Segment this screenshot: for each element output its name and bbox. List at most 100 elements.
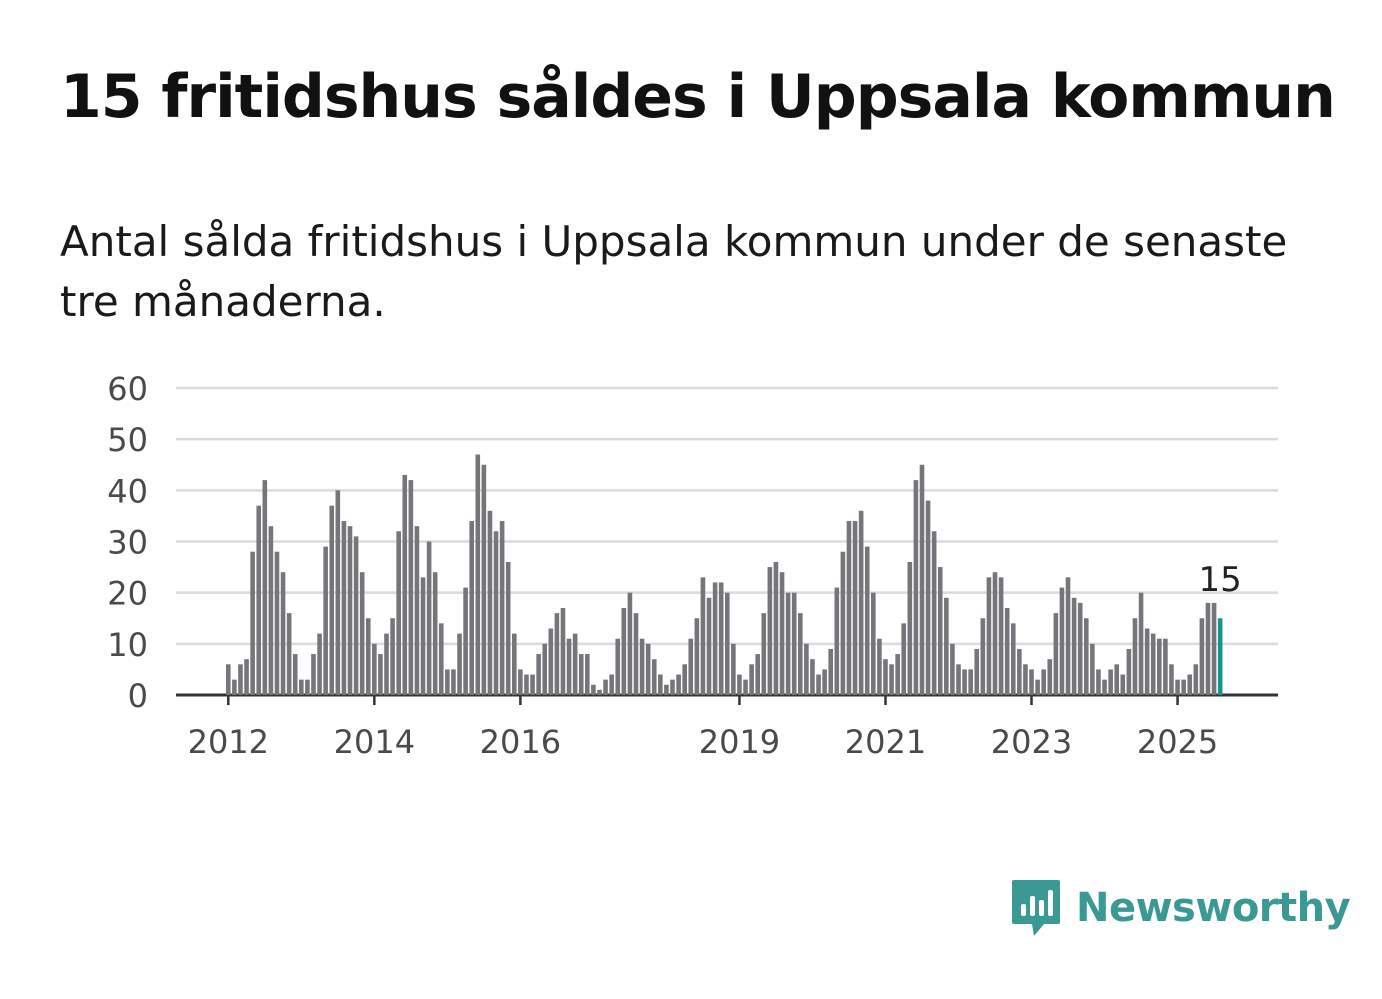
newsworthy-logo-icon <box>1012 880 1060 936</box>
y-tick-label: 0 <box>128 677 148 715</box>
bar <box>980 618 986 695</box>
bar <box>597 689 602 695</box>
y-tick-label: 50 <box>107 421 148 459</box>
x-tick-label: 2019 <box>699 723 780 761</box>
bar <box>1181 679 1186 695</box>
bar <box>1205 602 1211 695</box>
bar <box>1017 648 1022 695</box>
bar <box>292 654 298 695</box>
bar <box>895 654 900 695</box>
bar <box>335 490 341 695</box>
bar <box>901 623 907 695</box>
bar <box>414 526 420 695</box>
bar <box>828 648 834 695</box>
bar <box>311 654 316 695</box>
y-tick-label: 40 <box>107 472 148 510</box>
bar <box>749 664 754 695</box>
bar <box>840 551 846 695</box>
bar <box>609 674 614 695</box>
x-tick-label: 2012 <box>188 723 269 761</box>
bar <box>451 669 456 695</box>
bar <box>1114 664 1120 695</box>
bar <box>1211 602 1217 695</box>
bar <box>578 654 584 695</box>
bar <box>542 643 548 695</box>
bar <box>432 572 438 695</box>
bar <box>378 654 383 695</box>
y-tick-label: 60 <box>107 370 148 408</box>
bar <box>1077 602 1083 695</box>
bar <box>992 572 998 695</box>
bar <box>438 623 444 695</box>
bar <box>286 613 292 695</box>
y-axis-ticks: 0 10 20 30 40 50 60 <box>107 370 148 715</box>
bar <box>445 669 450 695</box>
bar <box>810 659 815 695</box>
bar <box>554 613 560 695</box>
bar <box>797 613 803 695</box>
bar <box>688 638 694 695</box>
y-tick-label: 10 <box>107 626 148 664</box>
bar <box>1175 679 1180 695</box>
bar <box>919 464 925 695</box>
x-tick-label: 2014 <box>334 723 415 761</box>
bar <box>1217 618 1223 695</box>
bar <box>1010 623 1016 695</box>
bar <box>299 679 304 695</box>
bar <box>1163 638 1168 695</box>
bar <box>481 464 487 695</box>
bar <box>998 577 1004 695</box>
bar <box>420 577 426 695</box>
bar <box>773 561 779 695</box>
bar <box>317 633 322 695</box>
bar <box>724 592 730 695</box>
bar <box>907 561 913 695</box>
bar <box>883 659 888 695</box>
bar <box>457 633 462 695</box>
bar <box>347 526 353 695</box>
x-tick-label: 2023 <box>991 723 1072 761</box>
bar <box>402 474 408 695</box>
bar <box>651 659 657 695</box>
bar <box>664 684 669 695</box>
bar <box>944 597 949 695</box>
bar <box>591 684 596 695</box>
bar <box>390 618 395 695</box>
bar <box>1126 648 1132 695</box>
bar <box>1157 638 1162 695</box>
bar <box>566 638 572 695</box>
bar <box>1096 669 1101 695</box>
bar <box>268 526 274 695</box>
bar <box>858 510 864 695</box>
y-tick-label: 20 <box>107 575 148 613</box>
bar <box>645 643 651 695</box>
bar <box>621 608 627 695</box>
bar <box>1120 674 1126 695</box>
bar <box>408 480 414 695</box>
bar <box>365 618 371 695</box>
x-tick-label: 2016 <box>480 723 561 761</box>
bar <box>256 505 262 695</box>
bar <box>280 572 286 695</box>
bar <box>925 500 931 695</box>
x-tick-label: 2025 <box>1137 723 1218 761</box>
bar <box>785 592 791 695</box>
bar <box>931 531 937 695</box>
bar <box>676 674 681 695</box>
bar <box>639 638 645 695</box>
bar <box>512 633 517 695</box>
bar <box>694 618 700 695</box>
bar <box>572 633 578 695</box>
bar <box>1132 618 1138 695</box>
bar <box>341 521 347 695</box>
bar <box>1108 669 1113 695</box>
bars <box>226 454 1223 695</box>
bar <box>633 613 639 695</box>
x-axis-ticks: 2012 2014 2016 2019 2021 2023 2025 <box>188 695 1218 761</box>
bar <box>937 567 943 695</box>
bar <box>706 597 712 695</box>
bar <box>305 679 310 695</box>
bar <box>238 664 243 695</box>
bar <box>232 679 237 695</box>
